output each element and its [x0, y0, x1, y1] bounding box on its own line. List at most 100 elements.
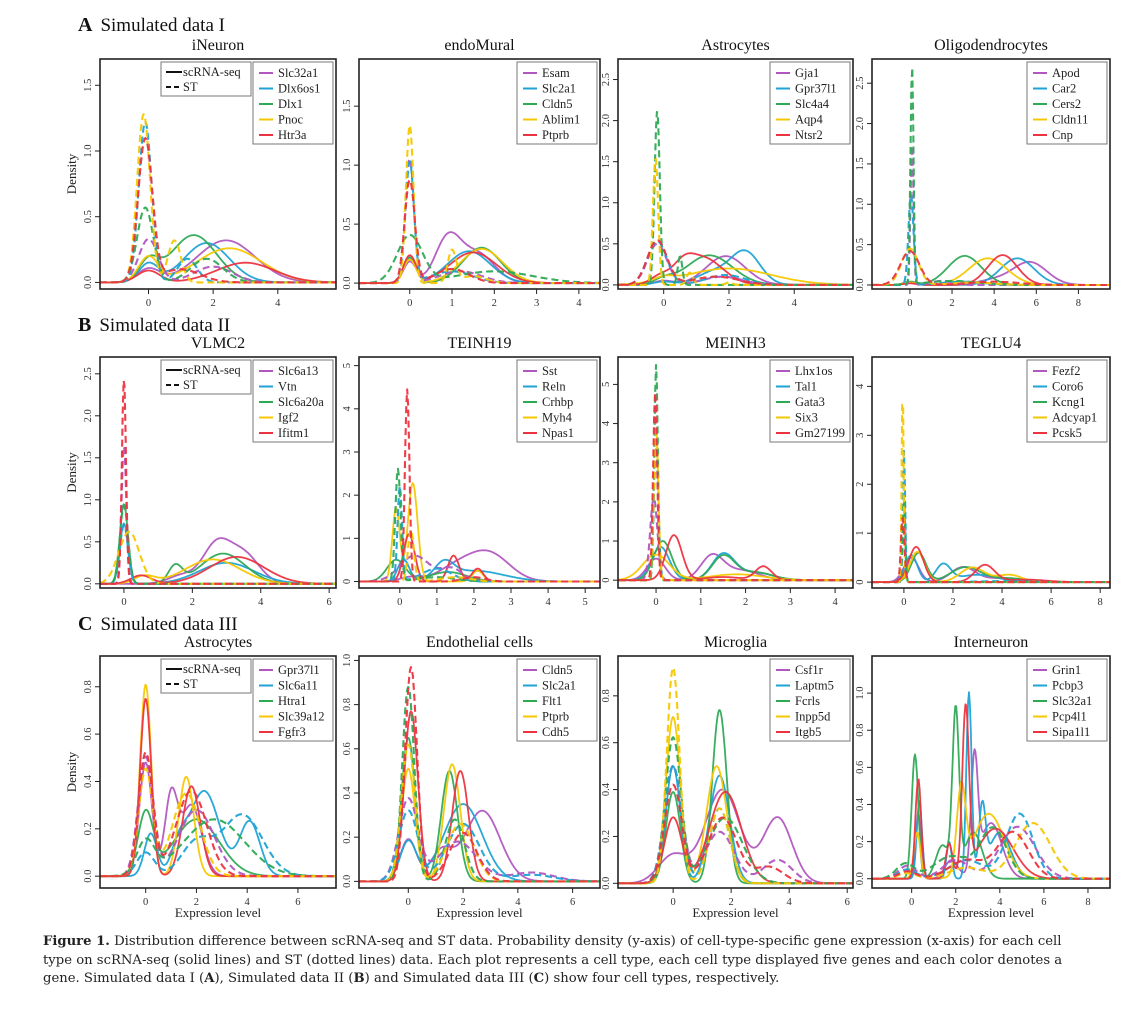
y-tick-label: 0.6: [83, 728, 94, 741]
chart-title: Microglia: [703, 634, 768, 651]
density-curve-itgb5-st: [618, 783, 853, 885]
legend-gene-label: Grin1: [1052, 663, 1081, 677]
legend-gene-label: Dlx1: [278, 97, 303, 111]
legend-scrna-label: scRNA-seq: [183, 363, 241, 377]
legend-gene-label: Six3: [795, 411, 818, 425]
x-tick-label: 2: [194, 897, 199, 908]
x-tick-label: 1: [449, 298, 454, 309]
chart-panel-meinh3: MEINH3 0 1 2 3 4 5 0 1 2 3 4 Lhx1os Tal1 Gata3 Six3 Gm27…: [601, 335, 854, 608]
density-curve-lhx1os-st: [618, 497, 853, 582]
density-curve-slc6a11-st: [100, 813, 336, 878]
y-tick-label: 2: [342, 493, 353, 498]
y-tick-label: 0.5: [601, 237, 612, 250]
series-group: [100, 379, 336, 585]
y-tick-label: 0.0: [342, 875, 353, 888]
legend-gene-label: Cdh5: [542, 725, 569, 739]
section-label-b: B Simulated data II: [78, 314, 230, 337]
y-tick-label: 3: [601, 460, 612, 465]
y-tick-label: 3: [855, 433, 866, 438]
legend-gene-label: Ntsr2: [795, 128, 823, 142]
legend-gene-label: Slc2a1: [542, 679, 576, 693]
legend-gene-label: Pcbp3: [1052, 679, 1083, 693]
density-plot: 0.0 0.2 0.4 0.6 0.8 0 2 4 6 Density Expression lev…: [64, 655, 337, 920]
y-tick-label: 0.4: [342, 786, 353, 800]
caption-line-1: Distribution difference between scRNA-se…: [109, 934, 1062, 949]
chart-panel-ineuron: iNeuron 0.0 0.5 1.0 1.5 0 2 4 Density Slc32a1 Dlx6…: [64, 37, 337, 309]
density-plot: 0.0 0.2 0.4 0.6 0.8 0 2 4 6 Expression level Csf1r…: [601, 655, 854, 920]
caption-label: Figure 1.: [43, 934, 110, 949]
x-tick-label: 4: [992, 298, 998, 309]
x-tick-label: 4: [787, 897, 793, 908]
legend-st-label: ST: [183, 80, 198, 94]
y-tick-label: 5: [342, 363, 353, 368]
density-curve-slc4a4-st: [618, 110, 853, 286]
plot-frame: [871, 356, 1111, 589]
caption-text: ) show four cell types, respectively.: [544, 971, 780, 986]
section-title: Simulated data III: [100, 614, 238, 635]
x-tick-label: 0: [406, 897, 411, 908]
x-tick-label: 2: [729, 897, 734, 908]
chart-panel-astrocytes: Astrocytes 0.0 0.5 1.0 1.5 2.0 2.5 0 2 4 Gja1 Gpr37…: [601, 37, 854, 309]
y-tick-label: 1.5: [855, 157, 866, 170]
x-axis-label: Expression level: [436, 905, 523, 920]
y-tick-label: 0.0: [855, 278, 866, 291]
section-label-a: A Simulated data I: [78, 14, 225, 37]
density-curve-fgfr3-st: [100, 751, 336, 878]
series-group: [359, 124, 600, 285]
legend-gene-label: Gata3: [795, 395, 825, 409]
y-tick-label: 0.0: [342, 277, 353, 290]
plot-frame: [617, 356, 854, 589]
x-tick-label: 0: [143, 897, 148, 908]
legend-gene-label: Pcsk5: [1052, 426, 1082, 440]
legend-gene-label: Pcp4l1: [1052, 710, 1087, 724]
series-group: [359, 388, 600, 583]
y-tick-label: 0.0: [855, 872, 866, 885]
density-plot: 0.00.51.01.52.02.50 2 4 6DensitySlc6a13VtnS…: [64, 356, 337, 608]
legend-gene-label: Htr3a: [278, 128, 307, 142]
section-letter: C: [78, 613, 93, 635]
plot-frame: [871, 655, 1111, 889]
y-axis-label: Density: [64, 153, 79, 194]
density-curve-aqp4-scrna: [618, 267, 853, 286]
y-tick-label: 1.5: [83, 79, 94, 92]
y-tick-label: 2: [601, 499, 612, 504]
density-curve-ptprb-st: [359, 743, 600, 883]
chart-panel-endothelial-cells: Endothelial cells 0.0 0.2 0.4 0.6 0.8 1.0 0 2 4 6 E…: [342, 634, 601, 920]
chart-panel-teinh19: TEINH19 0 1 2 3 4 5 0 1 2 3 4 5 Sst Reln Crhbp Myh4 Npas1: [342, 335, 601, 608]
chart-title: Endothelial cells: [425, 634, 534, 651]
legend-gene-label: Cldn5: [542, 97, 573, 111]
x-tick-label: 0: [653, 597, 658, 608]
legend-gene-label: Ptprb: [542, 710, 569, 724]
x-tick-label: 0: [901, 597, 906, 608]
density-curve-cdh5-st: [359, 666, 600, 883]
series-group: [100, 113, 336, 284]
caption-text: ), Simulated data II (: [214, 971, 354, 986]
legend-gene-label: Cnp: [1052, 128, 1073, 142]
legend-gene-label: Fcrls: [795, 694, 820, 708]
x-tick-label: 4: [832, 597, 838, 608]
chart-title: Astrocytes: [183, 634, 253, 651]
density-curve-aqp4-st: [618, 158, 853, 286]
y-tick-label: 0.8: [601, 689, 612, 702]
series-group: [872, 66, 1110, 287]
x-tick-label: 4: [545, 597, 551, 608]
y-axis-label: Density: [64, 452, 79, 493]
legend-gene-label: Laptm5: [795, 679, 834, 693]
y-tick-label: 1: [342, 536, 353, 541]
caption-ref-b: B: [353, 971, 365, 986]
y-tick-label: 1.0: [342, 654, 353, 667]
chart-panel-vlmc2: VLMC2 0.0 0.5 1.0 1.5 2.0 2.5 0 2 4 6 Density Slc6a1…: [64, 335, 337, 608]
y-tick-label: 0.5: [83, 210, 94, 223]
x-tick-label: 8: [1076, 298, 1081, 309]
legend-gene-label: Kcng1: [1052, 395, 1085, 409]
y-tick-label: 1.0: [83, 493, 94, 506]
figure-caption: Figure 1. Distribution difference betwee…: [43, 933, 1138, 989]
density-curve-ifitm1-st: [100, 379, 336, 585]
chart-panel-interneuron: Interneuron 0.0 0.2 0.4 0.6 0.8 1.0 0 2 4 6 8 Expres…: [855, 634, 1111, 920]
x-tick-label: 2: [471, 597, 476, 608]
plot-frame: [617, 655, 854, 889]
plot-frame: [871, 58, 1111, 290]
chart-title: TEGLU4: [960, 335, 1022, 352]
